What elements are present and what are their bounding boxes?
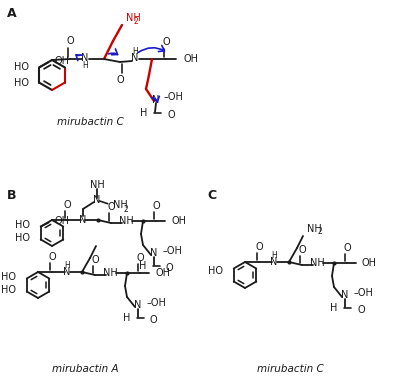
Text: H: H (139, 261, 146, 271)
Text: mirubactin C: mirubactin C (257, 364, 323, 374)
Text: NH: NH (119, 216, 133, 226)
Text: NH: NH (307, 224, 322, 234)
Text: O: O (116, 75, 124, 85)
Text: O: O (298, 245, 306, 255)
Text: H: H (330, 303, 337, 313)
Text: NH: NH (103, 268, 117, 278)
Text: O: O (357, 305, 365, 315)
Text: OH: OH (55, 216, 70, 226)
Text: HO: HO (1, 272, 16, 282)
Text: O: O (136, 253, 144, 263)
Text: O: O (166, 263, 174, 273)
Text: N: N (81, 53, 89, 63)
Text: HO: HO (14, 62, 29, 72)
Text: 2: 2 (123, 204, 128, 214)
Text: HO: HO (1, 285, 16, 295)
Text: O: O (91, 255, 99, 265)
FancyArrowPatch shape (152, 96, 159, 102)
Text: O: O (48, 252, 56, 262)
Text: A: A (7, 7, 17, 20)
Text: H: H (123, 313, 130, 323)
Text: OH: OH (155, 268, 170, 278)
Text: N: N (93, 195, 101, 205)
Text: N: N (131, 53, 139, 63)
Text: N: N (150, 248, 158, 258)
Text: O: O (255, 242, 263, 252)
Text: HO: HO (15, 233, 30, 243)
Text: N: N (270, 257, 278, 267)
Text: OH: OH (362, 258, 377, 268)
Text: mirubactin C: mirubactin C (57, 117, 123, 127)
Text: O: O (168, 110, 176, 120)
Text: –OH: –OH (147, 298, 167, 308)
FancyArrowPatch shape (108, 49, 118, 55)
Text: –OH: –OH (164, 92, 184, 102)
Text: HO: HO (208, 266, 223, 276)
Text: O: O (162, 37, 170, 47)
Text: 2: 2 (134, 17, 138, 25)
Text: H: H (132, 47, 138, 55)
Text: –OH: –OH (163, 246, 183, 256)
Text: –OH: –OH (354, 288, 374, 298)
FancyArrowPatch shape (138, 45, 164, 52)
Text: NH: NH (310, 258, 324, 268)
Text: N: N (134, 300, 142, 310)
Text: 2: 2 (317, 228, 322, 236)
Text: OH: OH (183, 54, 198, 64)
Text: O: O (152, 201, 160, 211)
Text: N: N (79, 215, 87, 225)
Text: N: N (152, 95, 160, 105)
Text: N: N (63, 267, 71, 277)
Text: NH: NH (126, 13, 141, 23)
Text: H: H (64, 261, 70, 270)
Text: H: H (140, 108, 147, 118)
Text: HO: HO (15, 220, 30, 230)
Text: OH: OH (54, 55, 69, 65)
Text: H: H (271, 251, 277, 259)
Text: B: B (7, 189, 16, 202)
Text: O: O (63, 200, 71, 210)
Text: O: O (107, 202, 115, 212)
Text: HO: HO (14, 78, 29, 88)
Text: NH: NH (113, 200, 128, 210)
Text: C: C (207, 189, 216, 202)
Text: OH: OH (171, 216, 186, 226)
Text: NH: NH (90, 180, 104, 190)
FancyArrowPatch shape (76, 55, 82, 60)
Text: O: O (150, 315, 158, 325)
Text: O: O (343, 243, 351, 253)
Text: mirubactin A: mirubactin A (52, 364, 118, 374)
Text: O: O (66, 36, 74, 46)
Text: N: N (341, 290, 349, 300)
Text: H: H (82, 62, 88, 70)
